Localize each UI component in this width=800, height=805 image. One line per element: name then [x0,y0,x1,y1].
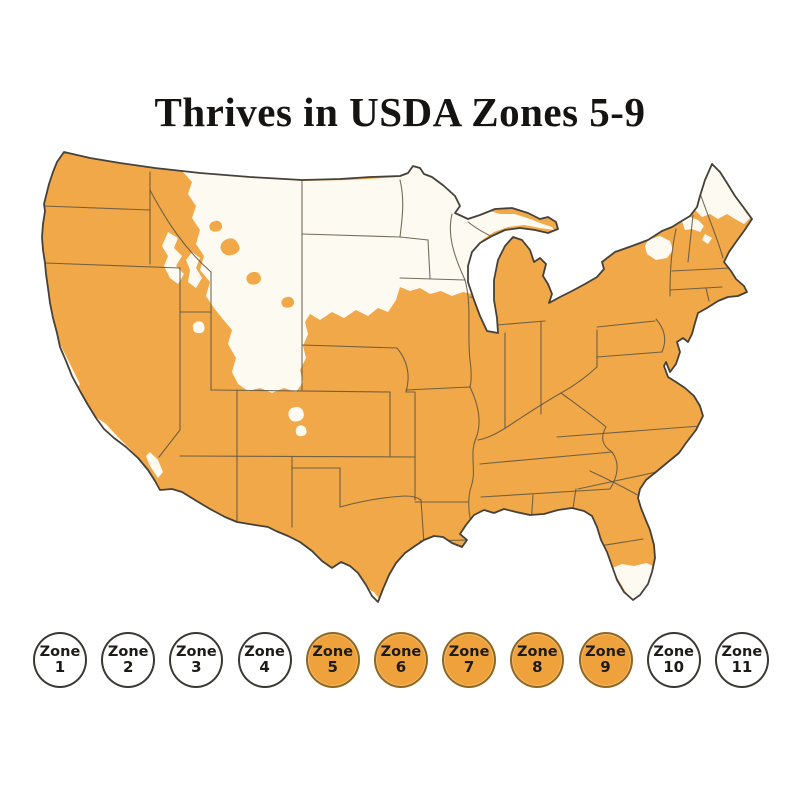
zone-badge-number: 8 [532,658,543,676]
zone-badge-number: 10 [663,658,685,676]
zone-badge-number: 9 [600,658,611,676]
zone-badge-5: Zone 5 [305,632,360,688]
zone-badge-label: Zone [312,643,354,660]
zone-badge-8: Zone 8 [510,632,565,688]
orange-islands [209,220,295,308]
zone-badge-7: Zone 7 [442,632,497,688]
zone-badge-label: Zone [448,643,490,660]
zone-badge-number: 5 [327,658,338,676]
zone-badge-number: 11 [731,658,753,676]
zone-badge-label: Zone [653,643,694,660]
zone-badge-number: 4 [259,658,270,676]
zone-badge-label: Zone [380,643,422,660]
zone-badge-number: 2 [122,658,134,676]
zone-badge-3: Zone 3 [169,632,224,688]
usa-outline [41,151,753,603]
zone-badge-number: 7 [463,658,475,676]
zone-badge-number: 3 [191,658,202,676]
zone-badge-number: 1 [54,658,66,676]
zone-badge-1: Zone 1 [33,632,87,688]
zone-badge-2: Zone 2 [101,632,156,688]
zone-badge-4: Zone 4 [237,632,292,688]
zone-badge-11: Zone 11 [714,632,769,688]
zone-badge-label: Zone [585,643,626,660]
page-title: Thrives in USDA Zones 5-9 [154,89,646,135]
zone-badge-number: 6 [395,658,407,676]
zone-badge-10: Zone 10 [646,632,701,688]
zone-badge-label: Zone [39,643,81,660]
zone-badge-label: Zone [721,643,763,660]
zone-badge-6: Zone 6 [373,632,428,688]
zone-badge-label: Zone [244,643,285,660]
zone-badge-label: Zone [176,643,217,660]
zone-badge-label: Zone [516,643,558,660]
zone-badge-label: Zone [107,643,149,660]
zone-legend: Zone 1 Zone 2 Zone 3 Zone 4 Zone 5 Zone 6 Zone 7 Zone 8… [33,630,769,690]
zone-badge-9: Zone 9 [578,632,633,688]
